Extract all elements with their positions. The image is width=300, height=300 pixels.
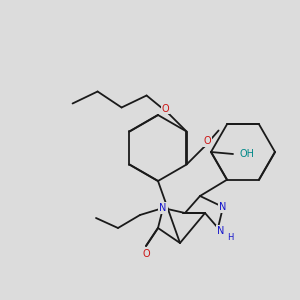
Text: OH: OH (239, 149, 254, 159)
Text: O: O (204, 136, 212, 146)
Text: O: O (142, 249, 150, 259)
Text: O: O (162, 103, 170, 113)
Text: N: N (219, 202, 227, 212)
Text: N: N (217, 226, 225, 236)
Text: H: H (227, 233, 233, 242)
Text: N: N (159, 203, 167, 213)
